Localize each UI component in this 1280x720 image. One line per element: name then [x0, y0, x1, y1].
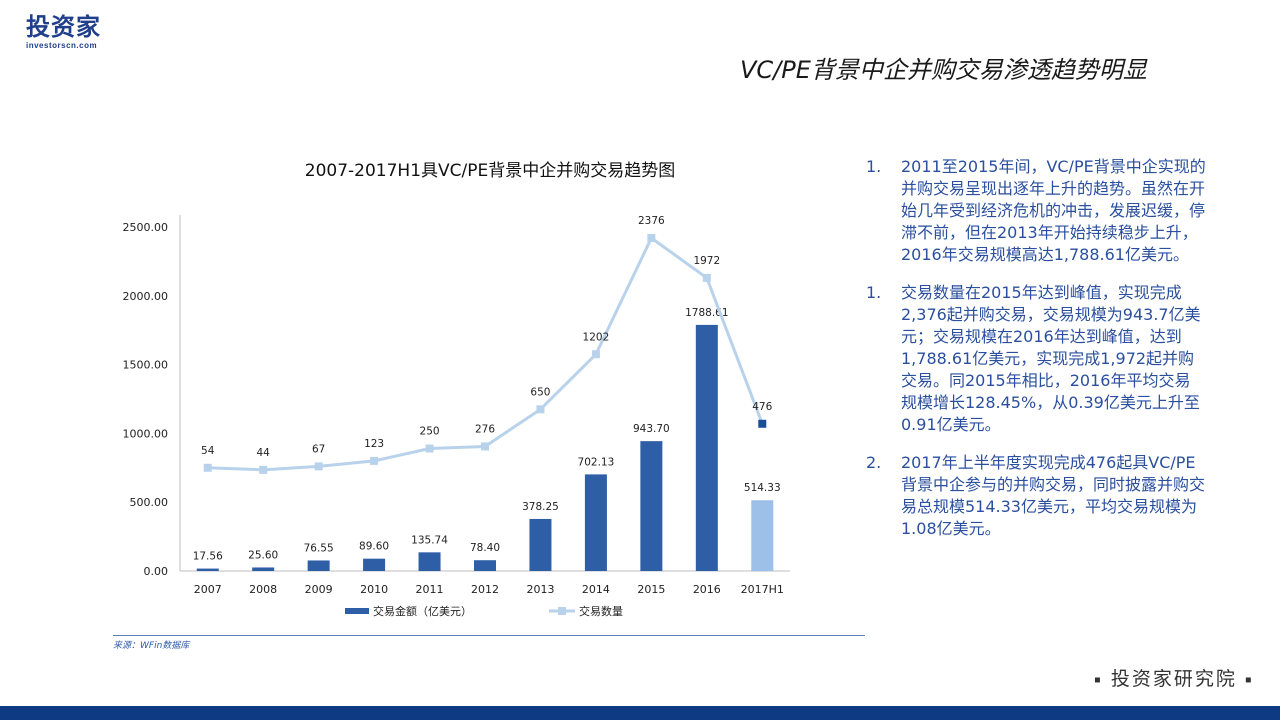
bar [474, 560, 496, 571]
line-point [425, 444, 434, 453]
x-tick-label: 2014 [582, 583, 610, 596]
bar [363, 558, 386, 571]
x-tick-label: 2013 [526, 583, 554, 596]
line-data-label: 123 [364, 438, 384, 450]
bar [640, 441, 663, 571]
logo-wordmark: 投资家 [26, 13, 101, 41]
point-number: 2. [866, 453, 882, 472]
bar-data-label: 89.60 [359, 541, 389, 553]
x-tick-label: 2010 [360, 583, 388, 596]
footer-bar [0, 706, 1280, 720]
x-tick-label: 2009 [305, 583, 333, 596]
bar [307, 560, 330, 571]
bar-data-label: 378.25 [522, 501, 559, 513]
bar [252, 567, 275, 571]
source-divider [113, 635, 865, 636]
line-point [702, 273, 711, 282]
bar-data-label: 17.56 [193, 551, 223, 563]
x-tick-label: 2007 [194, 583, 222, 596]
point-number: 1. [866, 157, 882, 176]
legend-bar-label: 交易金额（亿美元） [373, 604, 472, 618]
line-point [536, 405, 545, 414]
y-tick-label: 2500.00 [123, 221, 169, 234]
x-tick-label: 2015 [637, 583, 665, 596]
line-point [481, 442, 489, 451]
line-data-label: 67 [312, 443, 325, 455]
source-note: 来源：WFin数据库 [113, 641, 190, 651]
bar-data-label: 943.70 [633, 423, 670, 435]
x-tick-label: 2011 [416, 583, 444, 596]
point-text: 2011至2015年间，VC/PE背景中企实现的并购交易呈现出逐年上升的趋势。虽… [901, 157, 1206, 264]
line-data-label: 1972 [693, 255, 720, 267]
bar-data-label: 25.60 [248, 549, 278, 561]
line-point [259, 465, 268, 474]
bar [695, 324, 718, 571]
combo-chart: 0.00 500.00 1000.00 1500.00 2000.00 2500.00 17… [123, 215, 790, 618]
point-3: 2. 2017年上半年度实现完成476起具VC/PE背景中企参与的并购交易，同时… [866, 452, 1206, 540]
series-line [207, 235, 708, 472]
bar-data-label: 135.74 [411, 534, 448, 546]
logo-url: investorscn.com [26, 41, 98, 50]
bar [196, 568, 219, 571]
y-tick-label: 1000.00 [123, 427, 169, 440]
chart-title: 2007-2017H1具VC/PE背景中企并购交易趋势图 [304, 161, 676, 181]
line-data-label: 250 [420, 426, 440, 438]
bar [529, 518, 552, 571]
bar-data-label: 76.55 [304, 542, 334, 554]
brand-square-icon: ▪ [1244, 674, 1254, 686]
x-tick-label: 2012 [471, 583, 499, 596]
point-1: 1. 2011至2015年间，VC/PE背景中企实现的并购交易呈现出逐年上升的趋… [866, 156, 1206, 266]
point-2: 1. 交易数量在2015年达到峰值，实现完成2,376起并购交易，交易规模为94… [866, 282, 1206, 436]
bar-data-label: 702.13 [578, 456, 615, 468]
bar-data-label: 78.40 [470, 542, 500, 554]
x-tick-label: 2016 [693, 583, 721, 596]
line-data-label: 54 [201, 445, 215, 457]
key-points: 1. 2011至2015年间，VC/PE背景中企实现的并购交易呈现出逐年上升的趋… [866, 156, 1206, 556]
bar [584, 474, 607, 571]
bar [751, 500, 774, 571]
point-number: 1. [866, 283, 882, 302]
brand-square-icon: ▪ [1094, 674, 1103, 686]
line-point [647, 234, 656, 243]
y-tick-label: 500.00 [130, 496, 169, 509]
y-tick-label: 2000.00 [123, 290, 169, 303]
line-point [370, 456, 379, 465]
bar-data-label: 514.33 [744, 482, 781, 494]
point-text: 2017年上半年度实现完成476起具VC/PE背景中企参与的并购交易，同时披露并… [901, 453, 1206, 538]
x-tick-label: 2017H1 [741, 583, 784, 596]
logo: 投资家 investorscn.com [26, 14, 122, 54]
line-point [758, 419, 767, 428]
legend-line-label: 交易数量 [579, 604, 623, 618]
line-data-label: 1202 [583, 331, 610, 343]
line-data-label: 476 [752, 401, 772, 413]
legend-line-marker [558, 607, 566, 615]
line-point [314, 462, 323, 471]
line-data-label: 44 [256, 447, 270, 459]
line-data-label: 276 [475, 423, 495, 435]
footer-brand: ▪ 投资家研究院 ▪ [1094, 664, 1254, 691]
y-tick-label: 1500.00 [123, 359, 169, 372]
line-data-label: 650 [530, 386, 550, 398]
line-point [203, 463, 212, 472]
y-tick-label: 0.00 [144, 565, 169, 578]
brand-name: 投资家研究院 [1110, 668, 1237, 690]
line-data-label: 2376 [638, 215, 665, 227]
series-line-segment [705, 277, 764, 425]
x-tick-label: 2008 [249, 583, 277, 596]
bar [418, 552, 441, 571]
legend-bar-swatch [345, 608, 369, 614]
line-point [591, 350, 600, 359]
point-text: 交易数量在2015年达到峰值，实现完成2,376起并购交易，交易规模为943.7… [901, 283, 1201, 434]
slide-title: VC/PE背景中企并购交易渗透趋势明显 [740, 56, 1147, 84]
